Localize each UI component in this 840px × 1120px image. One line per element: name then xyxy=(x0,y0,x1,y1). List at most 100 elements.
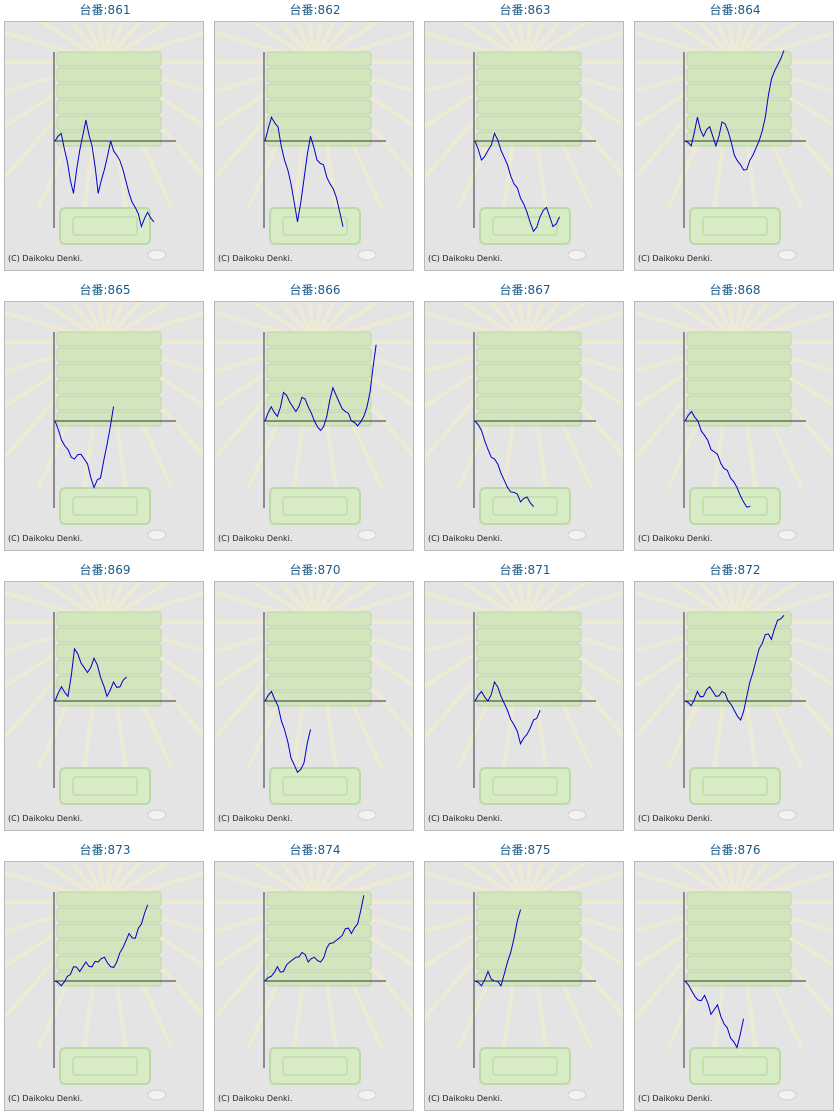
data-point xyxy=(727,700,729,702)
data-point xyxy=(696,116,698,118)
data-point xyxy=(97,961,99,963)
machine-number-label[interactable]: 台番:874 xyxy=(289,843,341,857)
data-point xyxy=(749,506,751,507)
data-point xyxy=(264,700,266,702)
data-point xyxy=(122,947,124,949)
data-point xyxy=(91,966,93,968)
machine-number-label[interactable]: 台番:875 xyxy=(499,843,551,857)
data-point xyxy=(141,226,142,227)
data-point xyxy=(320,430,321,431)
data-point xyxy=(97,192,99,194)
data-point xyxy=(85,119,87,121)
payout-series-line xyxy=(684,410,751,508)
data-point xyxy=(297,221,298,223)
slot-machine-illustration xyxy=(5,862,203,1101)
data-point xyxy=(93,657,95,659)
data-point xyxy=(743,1018,744,1020)
data-point xyxy=(357,425,359,427)
data-point xyxy=(67,449,69,450)
data-point xyxy=(54,420,56,422)
slot-machine-illustration xyxy=(635,582,833,821)
data-point xyxy=(709,126,711,128)
data-point xyxy=(533,719,534,721)
data-point xyxy=(710,1013,712,1015)
data-point xyxy=(141,923,142,925)
data-point xyxy=(332,942,334,944)
data-point xyxy=(363,895,365,896)
machine-number-label[interactable]: 台番:873 xyxy=(79,843,131,857)
data-point xyxy=(303,762,305,764)
machine-number-label[interactable]: 台番:864 xyxy=(709,3,761,17)
graph-panel: (C) Daikoku Denki. xyxy=(4,861,204,1111)
data-point xyxy=(507,961,508,963)
data-point xyxy=(696,691,698,692)
data-point xyxy=(290,757,292,759)
data-point xyxy=(60,133,62,134)
machine-number-label[interactable]: 台番:865 xyxy=(79,283,131,297)
machine-number-label[interactable]: 台番:870 xyxy=(289,563,341,577)
data-point xyxy=(513,937,515,939)
copyright-text: (C) Daikoku Denki. xyxy=(428,1094,503,1103)
copyright-text: (C) Daikoku Denki. xyxy=(8,1094,83,1103)
data-point xyxy=(507,710,508,711)
payout-line-chart xyxy=(473,892,596,1068)
data-point xyxy=(66,161,68,163)
data-point xyxy=(119,686,121,688)
data-point xyxy=(710,449,712,450)
data-point xyxy=(777,619,779,621)
data-point xyxy=(134,937,136,939)
data-point xyxy=(764,634,766,635)
data-point xyxy=(684,700,686,702)
machine-number-label[interactable]: 台番:872 xyxy=(709,563,761,577)
data-point xyxy=(730,477,731,479)
copyright-text: (C) Daikoku Denki. xyxy=(218,814,293,823)
data-point xyxy=(61,686,62,688)
data-point xyxy=(54,700,56,702)
data-point xyxy=(147,211,149,213)
payout-line-chart xyxy=(473,332,596,508)
machine-number-label[interactable]: 台番:871 xyxy=(499,563,551,577)
copyright-text: (C) Daikoku Denki. xyxy=(428,254,503,263)
payout-series-line xyxy=(684,615,785,721)
data-point xyxy=(342,226,344,227)
machine-number-label[interactable]: 台番:862 xyxy=(289,3,341,17)
data-point xyxy=(85,961,87,963)
machine-number-label[interactable]: 台番:869 xyxy=(79,563,131,577)
slot-machine-illustration xyxy=(635,302,833,541)
data-point xyxy=(758,648,760,650)
data-point xyxy=(520,501,521,503)
data-point xyxy=(717,453,718,455)
data-point xyxy=(481,691,482,692)
data-point xyxy=(481,430,482,431)
data-point xyxy=(91,145,93,147)
machine-graph-cell: 台番:876 (C) Daikoku Denki. xyxy=(630,840,840,1120)
copyright-text: (C) Daikoku Denki. xyxy=(638,254,713,263)
payout-line-chart xyxy=(473,52,596,233)
machine-number-label[interactable]: 台番:867 xyxy=(499,283,551,297)
copyright-text: (C) Daikoku Denki. xyxy=(428,814,503,823)
data-point xyxy=(533,506,534,507)
machine-number-label[interactable]: 台番:868 xyxy=(709,283,761,297)
data-point xyxy=(290,183,292,185)
slot-machine-illustration xyxy=(215,582,413,821)
machine-number-label[interactable]: 台番:861 xyxy=(79,3,131,17)
data-point xyxy=(100,676,101,678)
data-point xyxy=(487,150,489,151)
payout-line-chart xyxy=(53,892,176,1068)
payout-series-line xyxy=(264,344,377,432)
machine-number-label[interactable]: 台番:876 xyxy=(709,843,761,857)
payout-series-line xyxy=(684,980,744,1049)
data-point xyxy=(500,472,502,474)
data-point xyxy=(351,420,352,422)
data-point xyxy=(128,933,130,934)
slot-machine-illustration xyxy=(425,22,623,261)
data-point xyxy=(690,705,692,707)
data-point xyxy=(539,216,541,218)
copyright-text: (C) Daikoku Denki. xyxy=(638,814,713,823)
machine-number-label[interactable]: 台番:866 xyxy=(289,283,341,297)
data-point xyxy=(122,169,124,170)
machine-number-label[interactable]: 台番:863 xyxy=(499,3,551,17)
data-point xyxy=(758,140,760,142)
payout-series-line xyxy=(54,119,155,229)
data-point xyxy=(344,411,346,412)
